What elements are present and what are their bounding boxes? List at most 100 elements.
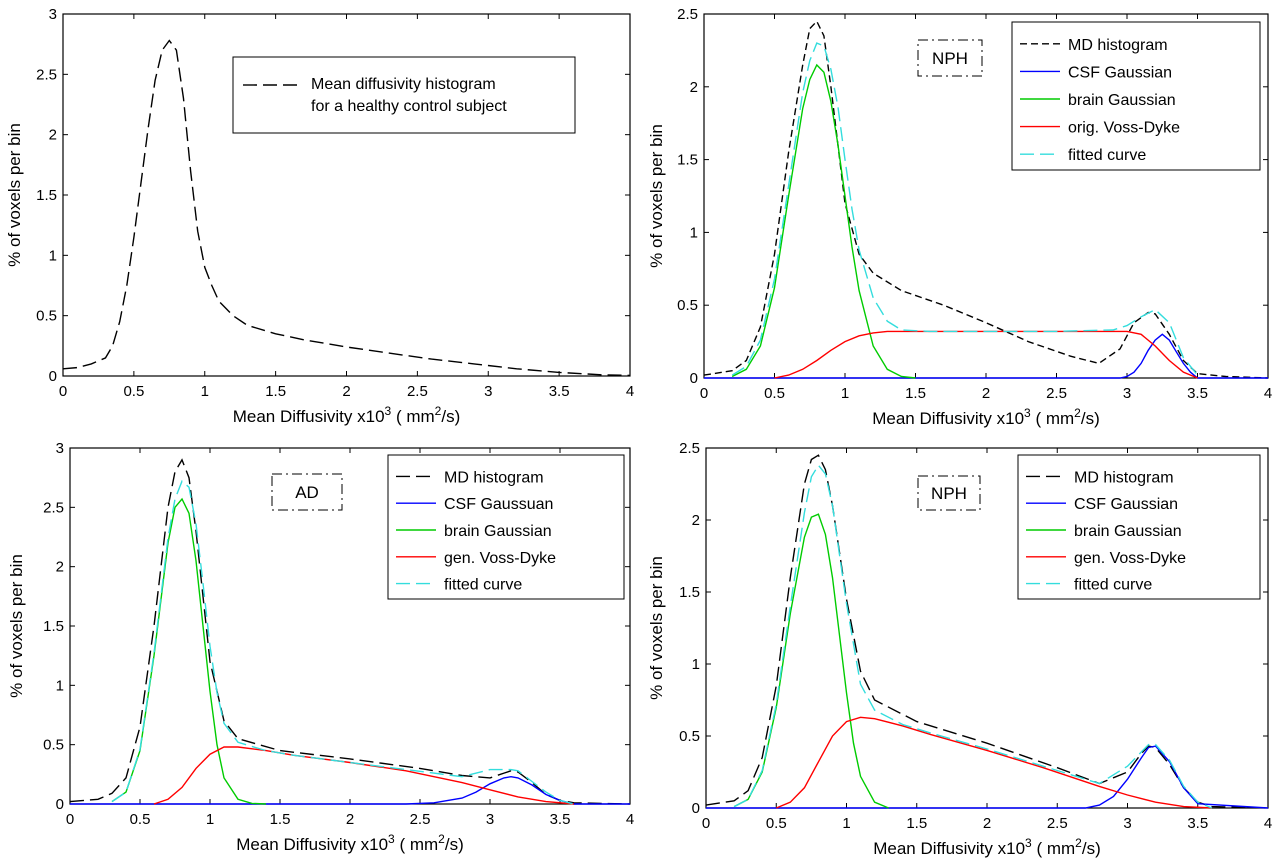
- x-tick-label: 2: [982, 385, 990, 402]
- y-axis-label: % of voxels per bin: [7, 554, 26, 698]
- y-tick-label: 1: [56, 677, 64, 694]
- y-tick-label: 0: [692, 800, 700, 817]
- series-line-4: [774, 330, 1198, 379]
- legend-label: CSF Gaussian: [1074, 496, 1178, 513]
- y-tick-label: 0: [56, 796, 64, 813]
- legend-label: brain Gaussian: [1068, 92, 1176, 109]
- x-tick-label: 1: [842, 815, 850, 832]
- y-tick-label: 2.5: [677, 6, 698, 23]
- y-tick-label: 2: [692, 512, 700, 529]
- y-axis-label: % of voxels per bin: [5, 123, 24, 267]
- series-line-2: [70, 775, 630, 805]
- x-tick-label: 3.5: [1187, 385, 1208, 402]
- legend-label: orig. Voss-Dyke: [1068, 120, 1180, 137]
- series-line-4: [776, 716, 1212, 809]
- y-tick-label: 1: [690, 224, 698, 241]
- annotation-label: NPH: [931, 484, 967, 503]
- legend-label: fitted curve: [1074, 577, 1152, 594]
- x-tick-label: 3: [484, 383, 492, 400]
- legend-label: fitted curve: [444, 577, 522, 594]
- x-tick-label: 1.5: [905, 385, 926, 402]
- y-tick-label: 1.5: [679, 584, 700, 601]
- annotation-box: [917, 39, 983, 77]
- x-tick-label: 0: [700, 385, 708, 402]
- legend-label: Mean diffusivity histogram: [311, 76, 496, 93]
- series-line-2: [706, 745, 1269, 809]
- x-tick-label: 1: [201, 383, 209, 400]
- x-tick-label: 2.5: [1047, 815, 1068, 832]
- legend-box: [387, 454, 625, 600]
- y-tick-label: 0.5: [43, 737, 64, 754]
- legend-label: MD histogram: [1074, 469, 1174, 486]
- y-tick-label: 3: [49, 6, 57, 23]
- annotation-label: AD: [295, 483, 319, 502]
- series-line-3: [733, 513, 889, 809]
- y-axis-label: % of voxels per bin: [647, 556, 666, 700]
- series-line-4: [153, 746, 575, 805]
- x-axis-label: Mean Diffusivity x103 ( mm2/s): [236, 832, 464, 854]
- legend-box: [1017, 454, 1261, 600]
- panel-1: 0 0.5 1 1.5 2 2.5 3 3.5 4 0 0.5 1 1.5 2 2.5 3 Mean Diffu…: [5, 6, 634, 426]
- y-tick-label: 0.5: [677, 297, 698, 314]
- y-tick-label: 1: [49, 247, 57, 264]
- x-tick-label: 2.5: [1046, 385, 1067, 402]
- x-axis-label: Mean Diffusivity x103 ( mm2/s): [872, 406, 1100, 428]
- legend-label: brain Gaussian: [444, 523, 552, 540]
- panel-3: 0 0.5 1 1.5 2 2.5 3 3.5 4 0 0.5 1 1.5 2 2.5 3 Mean Diffu…: [7, 440, 634, 854]
- x-tick-label: 0.5: [130, 811, 151, 828]
- x-tick-label: 3: [486, 811, 494, 828]
- series-line-1: [703, 20, 1269, 379]
- series-line-3: [731, 63, 916, 379]
- series-line-1: [69, 458, 631, 805]
- y-tick-label: 0: [690, 370, 698, 387]
- x-tick-label: 2: [346, 811, 354, 828]
- y-tick-label: 1.5: [36, 187, 57, 204]
- y-tick-label: 1.5: [43, 618, 64, 635]
- x-tick-label: 3: [1123, 385, 1131, 402]
- y-tick-label: 0.5: [679, 728, 700, 745]
- x-tick-label: 1.5: [265, 383, 286, 400]
- x-tick-label: 0: [59, 383, 67, 400]
- y-tick-label: 0: [49, 368, 57, 385]
- y-tick-label: 2: [49, 127, 57, 144]
- legend-label: fitted curve: [1068, 147, 1146, 164]
- annotation-label: NPH: [932, 49, 968, 68]
- y-tick-label: 2.5: [43, 499, 64, 516]
- series-line-5: [731, 42, 1199, 376]
- y-tick-label: 1.5: [677, 152, 698, 169]
- x-tick-label: 0.5: [766, 815, 787, 832]
- y-tick-label: 1: [692, 656, 700, 673]
- panel-2: 0 0.5 1 1.5 2 2.5 3 3.5 4 0 0.5 1 1.5 2 2.5 Mean Diffus…: [647, 6, 1272, 428]
- y-tick-label: 2: [56, 559, 64, 576]
- legend-label: gen. Voss-Dyke: [444, 550, 556, 567]
- x-tick-label: 0.5: [123, 383, 144, 400]
- y-axis-label: % of voxels per bin: [647, 124, 666, 268]
- series-line-1: [705, 454, 1269, 809]
- y-tick-label: 2: [690, 79, 698, 96]
- y-tick-label: 3: [56, 440, 64, 457]
- x-tick-label: 0: [702, 815, 710, 832]
- x-tick-label: 2: [342, 383, 350, 400]
- series-line-1: [62, 39, 631, 377]
- legend-box: [232, 56, 576, 134]
- x-tick-label: 4: [1264, 815, 1272, 832]
- x-tick-label: 0: [66, 811, 74, 828]
- x-tick-label: 3.5: [549, 383, 570, 400]
- x-tick-label: 1: [841, 385, 849, 402]
- series-line-5: [111, 480, 575, 805]
- x-tick-label: 4: [626, 811, 634, 828]
- x-tick-label: 4: [626, 383, 634, 400]
- legend-label: MD histogram: [444, 469, 544, 486]
- legend-label: gen. Voss-Dyke: [1074, 550, 1186, 567]
- series-line-2: [704, 333, 1268, 379]
- annotation-box: [917, 475, 981, 511]
- x-tick-label: 1: [206, 811, 214, 828]
- panel-4: 0 0.5 1 1.5 2 2.5 3 3.5 4 0 0.5 1 1.5 2 2.5 Mean Diffus…: [647, 440, 1272, 858]
- x-tick-label: 3.5: [550, 811, 571, 828]
- series-line-5: [733, 464, 1213, 809]
- x-tick-label: 4: [1264, 385, 1272, 402]
- x-tick-label: 2.5: [407, 383, 428, 400]
- legend-label: CSF Gaussian: [1068, 64, 1172, 81]
- x-tick-label: 1.5: [906, 815, 927, 832]
